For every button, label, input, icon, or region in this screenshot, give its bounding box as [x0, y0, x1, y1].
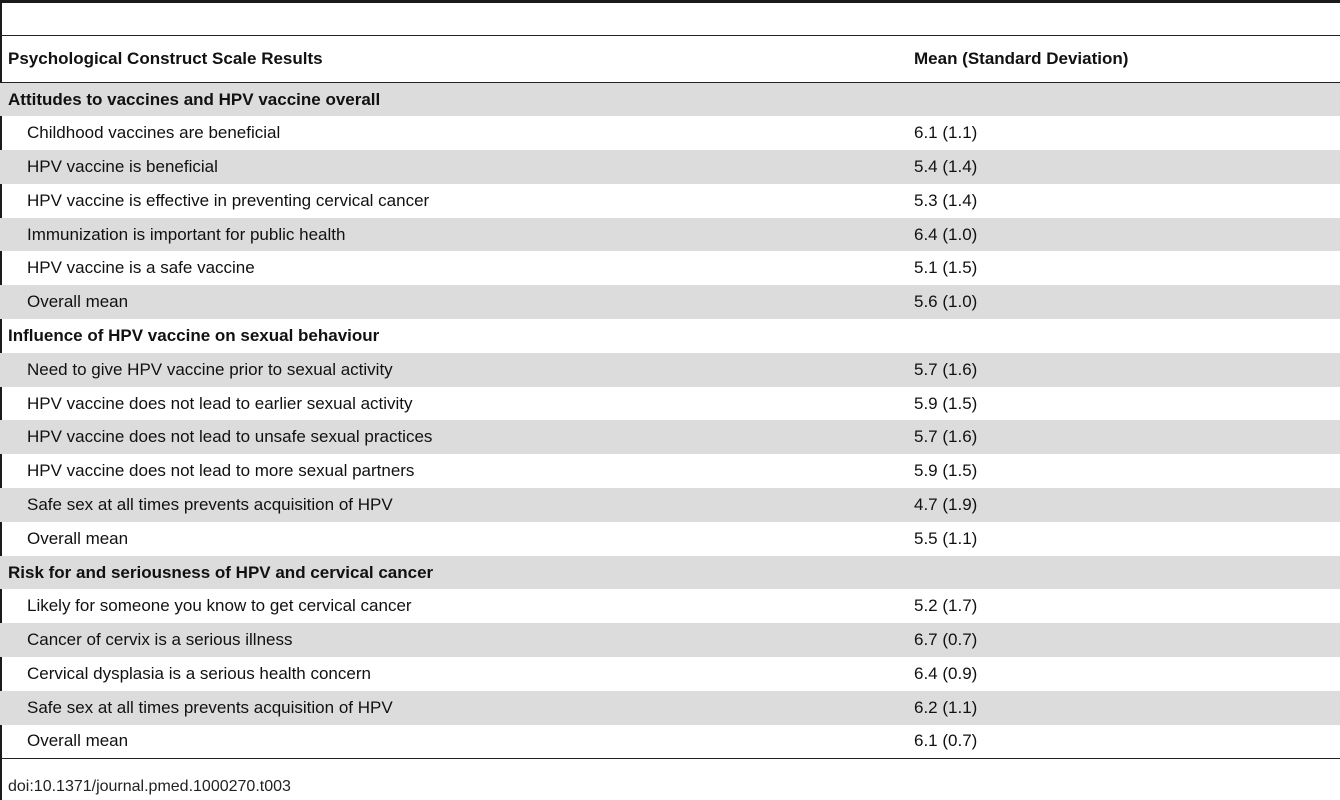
table-row: Childhood vaccines are beneficial 6.1 (1.…: [0, 116, 1340, 150]
item-label: HPV vaccine is beneficial: [27, 156, 218, 176]
mean-sd-value: 6.2 (1.1): [914, 697, 978, 717]
mean-sd-value: 4.7 (1.9): [914, 494, 978, 514]
table-row: Overall mean 5.6 (1.0): [0, 285, 1340, 320]
mean-sd-value: 5.7 (1.6): [914, 427, 978, 447]
table-row: Cancer of cervix is a serious illness 6.7…: [0, 623, 1340, 658]
mean-sd-value: 6.4 (0.9): [914, 663, 978, 683]
mean-sd-value: 5.6 (1.0): [914, 292, 978, 312]
item-label: Immunization is important for public hea…: [27, 224, 346, 244]
table-row: Immunization is important for public hea…: [0, 217, 1340, 252]
mean-sd-value: [906, 556, 1340, 590]
header-row: Psychological Construct Scale Results Me…: [0, 35, 1340, 83]
mean-sd-value: 5.4 (1.4): [914, 156, 978, 176]
table-row: HPV vaccine does not lead to earlier sex…: [0, 387, 1340, 421]
item-label: Overall mean: [27, 731, 129, 751]
left-border-line: [0, 0, 2, 800]
item-label: Likely for someone you know to get cervi…: [27, 596, 412, 616]
item-label: HPV vaccine does not lead to more sexual…: [27, 461, 415, 481]
section-heading: Attitudes to vaccines and HPV vaccine ov…: [8, 89, 381, 109]
item-label: HPV vaccine does not lead to earlier sex…: [27, 393, 413, 413]
table-row: HPV vaccine is beneficial 5.4 (1.4): [0, 150, 1340, 184]
table-row: Safe sex at all times prevents acquisiti…: [0, 690, 1340, 725]
table-row: Overall mean 5.5 (1.1): [0, 522, 1340, 556]
table-row: HPV vaccine is a safe vaccine 5.1 (1.5): [0, 251, 1340, 285]
item-label: Childhood vaccines are beneficial: [27, 123, 281, 143]
item-label: Cervical dysplasia is a serious health c…: [27, 663, 371, 683]
table-row: Safe sex at all times prevents acquisiti…: [0, 488, 1340, 522]
mean-sd-value: 6.1 (1.1): [914, 123, 978, 143]
mean-sd-value: 5.2 (1.7): [914, 596, 978, 616]
table-body: Attitudes to vaccines and HPV vaccine ov…: [0, 82, 1340, 759]
item-label: Need to give HPV vaccine prior to sexual…: [27, 359, 393, 379]
mean-sd-value: 6.1 (0.7): [914, 731, 978, 751]
section-heading: Risk for and seriousness of HPV and cerv…: [8, 562, 434, 582]
results-table-container: Psychological Construct Scale Results Me…: [0, 35, 1340, 759]
item-label: Overall mean: [27, 292, 129, 312]
table-row: Cervical dysplasia is a serious health c…: [0, 657, 1340, 691]
item-label: Overall mean: [27, 528, 129, 548]
item-label: HPV vaccine does not lead to unsafe sexu…: [27, 427, 433, 447]
mean-sd-value: 5.9 (1.5): [914, 393, 978, 413]
item-label: Cancer of cervix is a serious illness: [27, 630, 293, 650]
table-row: HPV vaccine is effective in preventing c…: [0, 184, 1340, 218]
item-label: HPV vaccine is effective in preventing c…: [27, 190, 430, 210]
mean-sd-value: [906, 83, 1340, 117]
mean-sd-value: 5.1 (1.5): [914, 258, 978, 278]
mean-sd-value: [906, 319, 1340, 353]
results-table: Psychological Construct Scale Results Me…: [0, 35, 1340, 759]
table-header: Psychological Construct Scale Results Me…: [0, 35, 1340, 83]
header-mean-sd: Mean (Standard Deviation): [914, 49, 1129, 68]
header-construct: Psychological Construct Scale Results: [8, 49, 323, 68]
mean-sd-value: 6.4 (1.0): [914, 224, 978, 244]
mean-sd-value: 5.9 (1.5): [914, 461, 978, 481]
table-row: HPV vaccine does not lead to unsafe sexu…: [0, 420, 1340, 455]
table-row: Overall mean 6.1 (0.7): [0, 725, 1340, 759]
table-row: Need to give HPV vaccine prior to sexual…: [0, 352, 1340, 387]
table-row: HPV vaccine does not lead to more sexual…: [0, 454, 1340, 488]
section-heading: Influence of HPV vaccine on sexual behav…: [8, 325, 380, 345]
section-row: Risk for and seriousness of HPV and cerv…: [0, 555, 1340, 590]
section-row: Attitudes to vaccines and HPV vaccine ov…: [0, 82, 1340, 117]
item-label: Safe sex at all times prevents acquisiti…: [27, 494, 393, 514]
mean-sd-value: 5.5 (1.1): [914, 528, 978, 548]
mean-sd-value: 5.3 (1.4): [914, 190, 978, 210]
mean-sd-value: 5.7 (1.6): [914, 359, 978, 379]
item-label: Safe sex at all times prevents acquisiti…: [27, 697, 393, 717]
table-row: Likely for someone you know to get cervi…: [0, 589, 1340, 623]
mean-sd-value: 6.7 (0.7): [914, 630, 978, 650]
section-row: Influence of HPV vaccine on sexual behav…: [0, 319, 1340, 353]
top-border-rule: [0, 0, 1340, 3]
doi-caption: doi:10.1371/journal.pmed.1000270.t003: [8, 778, 291, 795]
item-label: HPV vaccine is a safe vaccine: [27, 258, 255, 278]
